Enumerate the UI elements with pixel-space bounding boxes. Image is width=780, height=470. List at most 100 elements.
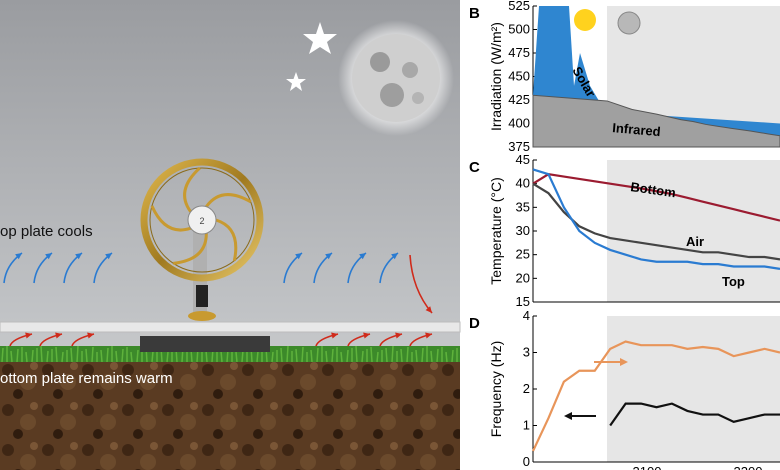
orange-arrow-head bbox=[620, 358, 628, 366]
grass-blade bbox=[130, 351, 133, 363]
grass-blade bbox=[436, 348, 439, 363]
warm-arrow-icon bbox=[315, 332, 339, 347]
grass-blade bbox=[16, 348, 19, 363]
flywheel-hub bbox=[187, 205, 217, 235]
grass-blade bbox=[406, 346, 409, 363]
cooling-arrow-icon-head bbox=[75, 253, 82, 260]
engine-base-rim bbox=[140, 332, 270, 336]
warm-arrow-icon bbox=[409, 254, 433, 314]
grass-blade bbox=[400, 348, 403, 363]
warm-arrow-icon bbox=[379, 332, 403, 347]
star-icon bbox=[286, 72, 306, 91]
bottom-plate-label: ottom plate remains warm bbox=[0, 370, 173, 387]
grass-blade bbox=[286, 345, 289, 363]
warm-arrow-icon-head bbox=[331, 332, 338, 339]
flywheel bbox=[140, 158, 264, 282]
grass bbox=[0, 346, 460, 362]
grass-blade bbox=[385, 347, 388, 363]
grass-blade bbox=[355, 345, 358, 363]
y-tick-label: 20 bbox=[516, 270, 530, 285]
grass-blade bbox=[40, 345, 43, 363]
grass-blade bbox=[106, 347, 109, 363]
grass-blade bbox=[31, 349, 34, 363]
flywheel-inner bbox=[149, 167, 255, 273]
grass-blade bbox=[46, 350, 49, 363]
grass-blade bbox=[325, 350, 328, 363]
cooling-arrow-icon bbox=[33, 252, 53, 284]
sun-icon bbox=[574, 9, 596, 31]
infrared-area bbox=[532, 94, 780, 148]
grass-blade bbox=[430, 350, 433, 363]
moon-crater bbox=[380, 83, 404, 107]
grass-blade bbox=[10, 350, 13, 363]
cooling-arrow-icon-head bbox=[295, 253, 302, 260]
y-axis-label: Frequency (Hz) bbox=[488, 341, 504, 437]
grass-blade bbox=[220, 350, 223, 363]
cooling-arrow-icon-head bbox=[45, 253, 52, 260]
grass-blade bbox=[346, 349, 349, 363]
grass-blade bbox=[280, 347, 283, 363]
cooling-arrow-icon bbox=[283, 252, 303, 284]
grass-blade bbox=[91, 346, 94, 363]
grass-blade bbox=[340, 351, 343, 363]
grass-blade bbox=[55, 346, 58, 363]
soil bbox=[0, 358, 460, 470]
y-tick-label: 45 bbox=[516, 152, 530, 167]
cooling-arrow-icon bbox=[347, 252, 367, 284]
grass-blade bbox=[235, 351, 238, 363]
black-arrow-head bbox=[564, 412, 572, 420]
y-tick-label: 40 bbox=[516, 176, 530, 191]
warm-arrow-icon-head bbox=[425, 306, 432, 313]
flywheel-spoke bbox=[183, 166, 201, 213]
warm-arrow-icon-head bbox=[55, 332, 62, 339]
grass-blade bbox=[451, 349, 454, 363]
grass-blade bbox=[271, 351, 274, 363]
grass-blade bbox=[301, 346, 304, 363]
warm-arrow-icon bbox=[9, 332, 33, 347]
cooling-arrow-icon bbox=[63, 252, 83, 284]
moon-icon bbox=[352, 34, 440, 122]
cooling-arrow-icon bbox=[379, 252, 399, 284]
cooling-arrow-icon bbox=[313, 252, 333, 284]
y-tick-label: 400 bbox=[508, 116, 530, 131]
grass-blade bbox=[256, 350, 259, 363]
grass-blade bbox=[61, 351, 64, 363]
grass-blade bbox=[76, 345, 79, 363]
heat-flow-arrows bbox=[3, 252, 433, 347]
grass-blade bbox=[376, 351, 379, 363]
warm-arrow-icon-head bbox=[425, 332, 432, 339]
star-icon bbox=[303, 22, 337, 54]
grass-blade bbox=[70, 347, 73, 363]
series-line-orange bbox=[532, 340, 780, 452]
y-tick-label: 30 bbox=[516, 223, 530, 238]
grass-blade bbox=[445, 351, 448, 363]
cooling-arrow-icon bbox=[3, 252, 23, 284]
warm-arrow-icon bbox=[347, 332, 371, 347]
engine-mount bbox=[188, 311, 216, 321]
y-tick-label: 25 bbox=[516, 247, 530, 262]
moon-crater bbox=[412, 92, 424, 104]
grass-blade bbox=[151, 350, 154, 363]
air-label: Air bbox=[686, 234, 704, 249]
y-tick-label: 375 bbox=[508, 139, 530, 154]
panel-d-frequency: 0 1 2 3 4 Frequency (Hz) D 2100 2200 bbox=[469, 308, 780, 470]
warm-arrow-icon bbox=[39, 332, 63, 347]
infrared-label: Infrared bbox=[612, 120, 662, 139]
y-axis-label: Irradiation (W/m²) bbox=[488, 22, 504, 131]
warm-arrow-icon-head bbox=[25, 332, 32, 339]
cooling-arrow-icon bbox=[93, 252, 113, 284]
series-line-bottom bbox=[532, 173, 780, 222]
flywheel-spoke bbox=[150, 205, 192, 232]
grass-blade bbox=[85, 348, 88, 363]
grass-blade bbox=[100, 349, 103, 363]
warm-arrow-icon-head bbox=[363, 332, 370, 339]
moon-crater bbox=[402, 62, 418, 78]
y-tick-label: 500 bbox=[508, 22, 530, 37]
night-shading bbox=[607, 160, 780, 302]
cooling-arrow-icon-head bbox=[105, 253, 112, 260]
y-tick-label: 475 bbox=[508, 45, 530, 60]
grass-blade bbox=[370, 346, 373, 363]
warm-arrow-icon bbox=[409, 332, 433, 347]
